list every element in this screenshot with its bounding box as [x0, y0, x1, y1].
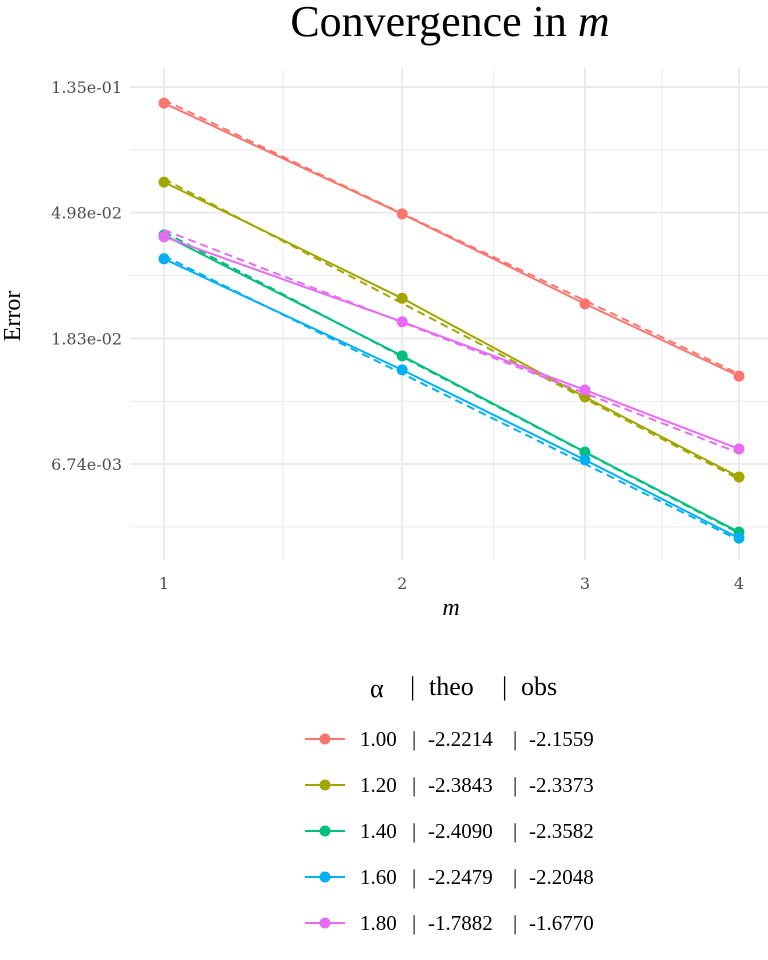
legend: 1.00 | -2.2214 | -2.1559 1.20 | -2.3843 | -2.3373…	[305, 727, 594, 935]
theoretical-line	[163, 99, 740, 375]
legend-obs: -2.1559	[529, 727, 594, 751]
legend-theo: -1.7882	[428, 911, 493, 935]
x-axis-ticks: 1 2 3 4	[159, 574, 744, 593]
data-point	[579, 384, 591, 396]
legend-item: 1.80 | -1.7882 | -1.6770	[305, 911, 594, 935]
legend-obs: -2.3373	[529, 773, 594, 797]
legend-key-point	[319, 825, 331, 837]
chart-title: Convergence in m	[290, 0, 609, 46]
data-point	[733, 471, 745, 483]
legend-sep: |	[412, 911, 416, 935]
y-tick-label: 6.74e-03	[51, 455, 122, 474]
legend-sep: |	[412, 819, 416, 843]
legend-sep: |	[412, 727, 416, 751]
data-point	[396, 316, 408, 328]
x-tick-label: 1	[159, 574, 169, 593]
y-tick-label: 4.98e-02	[51, 204, 122, 223]
x-tick-label: 2	[397, 574, 407, 593]
observed-line	[163, 102, 740, 378]
legend-title-obs: obs	[521, 672, 557, 701]
data-point	[396, 208, 408, 220]
legend-title-theo: theo	[429, 672, 474, 701]
y-tick-label: 1.83e-02	[51, 330, 122, 349]
data-point	[158, 253, 170, 265]
legend-item: 1.00 | -2.2214 | -2.1559	[305, 727, 594, 751]
legend-sep: |	[513, 819, 517, 843]
x-axis-label: m	[442, 595, 459, 621]
series-alpha-1.60	[158, 253, 745, 544]
legend-alpha: 1.80	[360, 911, 397, 935]
legend-sep: |	[513, 865, 517, 889]
legend-sep: |	[513, 727, 517, 751]
legend-sep: |	[513, 773, 517, 797]
data-point	[579, 446, 591, 458]
legend-title-sep: |	[502, 672, 507, 701]
observed-line	[163, 235, 740, 450]
series-alpha-1.00	[158, 97, 745, 382]
legend-title-alpha: α	[370, 674, 384, 703]
legend-item: 1.60 | -2.2479 | -2.2048	[305, 865, 594, 889]
legend-alpha: 1.20	[360, 773, 397, 797]
legend-obs: -2.2048	[529, 865, 594, 889]
series-alpha-1.80	[158, 229, 745, 455]
data-point	[396, 364, 408, 376]
data-point	[158, 97, 170, 109]
legend-title-sep: |	[410, 672, 415, 701]
data-point	[158, 176, 170, 188]
series-alpha-1.20	[158, 176, 745, 483]
legend-theo: -2.2214	[428, 727, 493, 751]
grid	[130, 68, 768, 560]
data-point	[579, 298, 591, 310]
legend-obs: -1.6770	[529, 911, 594, 935]
legend-theo: -2.4090	[428, 819, 493, 843]
legend-key-point	[319, 779, 331, 791]
legend-sep: |	[412, 773, 416, 797]
legend-alpha: 1.60	[360, 865, 397, 889]
data-point	[396, 292, 408, 304]
legend-theo: -2.2479	[428, 865, 493, 889]
series-group	[158, 97, 745, 544]
legend-key-point	[319, 733, 331, 745]
legend-obs: -2.3582	[529, 819, 594, 843]
legend-sep: |	[412, 865, 416, 889]
observed-line	[163, 181, 740, 478]
x-tick-label: 3	[580, 574, 590, 593]
legend-key-point	[319, 871, 331, 883]
data-point	[733, 443, 745, 455]
observed-line	[163, 234, 740, 534]
observed-line	[163, 257, 740, 539]
data-point	[158, 231, 170, 243]
y-axis-label: Error	[0, 291, 26, 342]
legend-alpha: 1.00	[360, 727, 397, 751]
y-axis-ticks: 1.35e-01 4.98e-02 1.83e-02 6.74e-03	[51, 78, 122, 474]
x-tick-label: 4	[734, 574, 744, 593]
legend-alpha: 1.40	[360, 819, 397, 843]
legend-item: 1.20 | -2.3843 | -2.3373	[305, 773, 594, 797]
data-point	[396, 350, 408, 362]
legend-theo: -2.3843	[428, 773, 493, 797]
data-point	[733, 532, 745, 544]
data-point	[579, 454, 591, 466]
legend-title: α | theo | obs	[370, 672, 557, 703]
legend-key-point	[319, 917, 331, 929]
data-point	[733, 370, 745, 382]
legend-item: 1.40 | -2.4090 | -2.3582	[305, 819, 594, 843]
legend-sep: |	[513, 911, 517, 935]
theoretical-line	[163, 229, 740, 454]
y-tick-label: 1.35e-01	[51, 78, 122, 97]
